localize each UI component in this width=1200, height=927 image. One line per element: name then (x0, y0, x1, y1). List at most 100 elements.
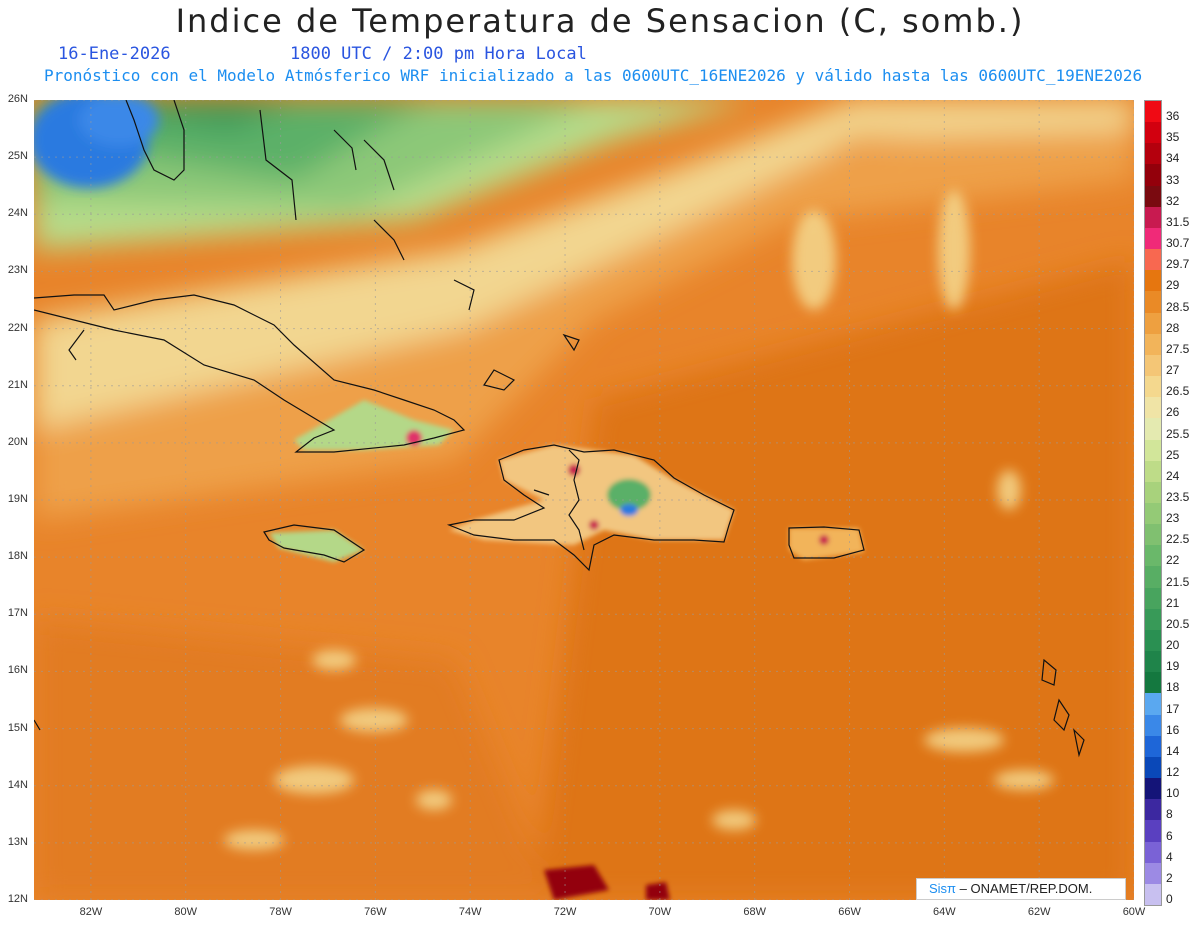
lat-label: 14N (7, 778, 28, 791)
legend-swatch (1145, 206, 1161, 229)
lat-label: 20N (7, 435, 28, 448)
legend-label: 26 (1166, 405, 1180, 420)
legend-swatch (1145, 587, 1161, 610)
coastlines (34, 100, 1085, 758)
legend-label: 24 (1166, 468, 1180, 483)
lat-label: 17N (7, 607, 28, 620)
lon-label: 72W (553, 906, 577, 918)
legend-label: 23 (1166, 511, 1180, 526)
legend-label: 29 (1166, 278, 1180, 293)
legend-swatch (1145, 756, 1161, 779)
legend-label: 16 (1166, 722, 1180, 737)
lon-label: 80W (174, 906, 198, 918)
legend-label: 8 (1166, 807, 1173, 822)
legend-swatch (1145, 312, 1161, 335)
legend-label: 27 (1166, 363, 1180, 378)
lat-label: 25N (7, 150, 28, 163)
legend-swatch (1145, 566, 1161, 589)
lon-label: 62W (1027, 906, 1051, 918)
legend-swatch (1145, 418, 1161, 441)
legend-swatch (1145, 143, 1161, 165)
legend-label: 27.5 (1166, 341, 1190, 356)
legend-label: 17 (1166, 701, 1180, 716)
credit-box: Sisπ – ONAMET/REP.DOM. (916, 878, 1126, 900)
legend-label: 20.5 (1166, 616, 1190, 631)
legend-swatch (1145, 249, 1161, 271)
legend-label: 21 (1166, 595, 1180, 610)
legend-label: 23.5 (1166, 490, 1190, 504)
legend-label: 22.5 (1166, 532, 1190, 547)
legend-label: 25.5 (1166, 426, 1190, 441)
lon-label: 68W (743, 906, 766, 918)
legend-swatch (1145, 608, 1161, 631)
legend-label: 25 (1166, 447, 1180, 462)
lon-label: 60W (1122, 906, 1146, 918)
legend-swatch (1145, 862, 1161, 885)
heat-index-map (34, 100, 1134, 900)
legend-swatch (1145, 545, 1161, 567)
legend-label: 18 (1166, 680, 1180, 695)
map-title: Indice de Temperatura de Sensacion (C, s… (175, 2, 1025, 40)
credit-brand: Sisπ (929, 881, 957, 896)
legend-swatch (1145, 778, 1161, 800)
lat-label: 26N (7, 93, 28, 105)
legend-swatch (1145, 376, 1161, 398)
forecast-date: 16-Ene-2026 (58, 44, 171, 64)
legend-swatch (1145, 270, 1161, 292)
lon-label: 76W (364, 906, 387, 918)
lat-label: 13N (7, 835, 28, 848)
legend-swatch (1145, 185, 1161, 208)
lat-label: 19N (7, 493, 28, 505)
legend-swatch (1145, 799, 1161, 821)
lon-label: 78W (269, 906, 292, 918)
legend-swatch (1145, 651, 1161, 673)
legend-swatch (1145, 503, 1161, 525)
lat-label: 21N (7, 378, 28, 391)
legend-swatch (1145, 122, 1161, 144)
legend-label: 26.5 (1166, 384, 1190, 399)
legend-swatch (1145, 883, 1161, 906)
lon-label: 66W (838, 906, 861, 918)
legend-label: 28.5 (1166, 299, 1190, 314)
legend-swatch (1145, 672, 1161, 694)
legend-label: 2 (1166, 870, 1173, 885)
legend-swatch (1145, 101, 1161, 123)
legend-label: 19 (1166, 659, 1180, 674)
legend-swatch (1145, 481, 1161, 504)
legend-label: 35 (1166, 130, 1180, 145)
legend-label: 34 (1166, 151, 1180, 166)
legend-label: 12 (1166, 765, 1180, 780)
lat-label: 18N (7, 550, 28, 563)
legend-swatch (1145, 164, 1161, 187)
legend-swatch (1145, 524, 1161, 546)
legend-label: 32 (1166, 193, 1180, 208)
lat-label: 24N (7, 207, 28, 220)
lat-label: 15N (7, 721, 28, 734)
legend-swatch (1145, 820, 1161, 843)
lat-label: 22N (7, 321, 28, 334)
legend-label: 22 (1166, 553, 1180, 568)
legend-swatch (1145, 439, 1161, 462)
credit-org: – ONAMET/REP.DOM. (956, 881, 1093, 896)
legend-label: 28 (1166, 320, 1180, 335)
legend-swatch (1145, 460, 1161, 483)
lat-label: 12N (7, 893, 28, 905)
legend-label: 6 (1166, 828, 1173, 843)
forecast-time: 1800 UTC / 2:00 pm Hora Local (290, 44, 587, 64)
legend-swatch (1145, 291, 1161, 314)
legend-swatch (1145, 714, 1161, 737)
legend-label: 33 (1166, 172, 1180, 187)
legend-label: 4 (1166, 849, 1173, 864)
legend-label: 0 (1166, 892, 1173, 906)
legend-swatch (1145, 735, 1161, 758)
legend-label: 20 (1166, 638, 1180, 653)
lat-label: 16N (7, 664, 28, 677)
lat-label: 23N (7, 264, 28, 277)
model-subtitle: Pronóstico con el Modelo Atmósferico WRF… (44, 66, 1143, 85)
legend-label: 29.7 (1166, 257, 1190, 272)
legend-swatch (1145, 354, 1161, 377)
legend-label: 36 (1166, 109, 1180, 124)
legend-swatch (1145, 693, 1161, 716)
island-hotspots (269, 400, 864, 900)
lat-lon-grid (34, 100, 1134, 900)
